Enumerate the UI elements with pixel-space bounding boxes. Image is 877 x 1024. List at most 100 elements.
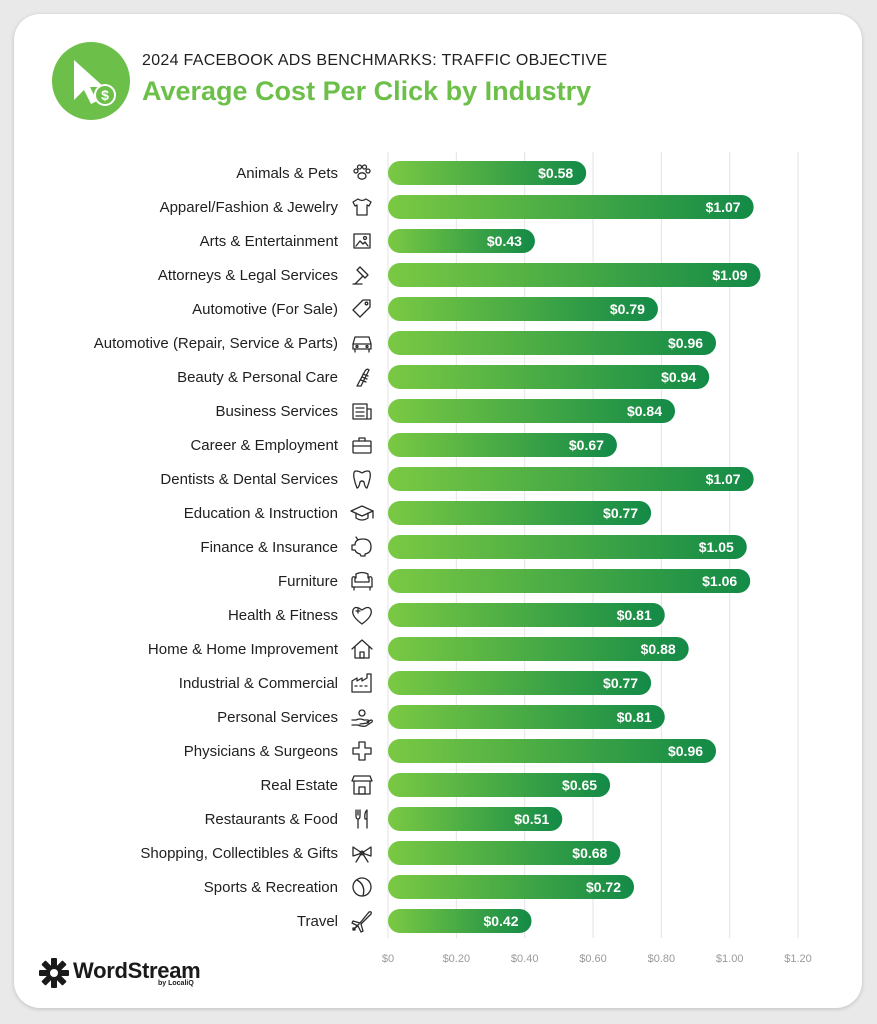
category-label: Automotive (For Sale) <box>192 301 338 318</box>
x-tick-label: $0.60 <box>579 953 607 965</box>
wordstream-logo: WordStream by LocaliQ <box>38 957 201 997</box>
bar <box>388 569 751 593</box>
bar <box>388 365 710 389</box>
picture-icon <box>353 233 371 249</box>
bar-value-label: $0.81 <box>617 607 652 623</box>
gift-bow-icon <box>352 846 372 863</box>
bar-value-label: $0.72 <box>586 879 621 895</box>
paw-icon <box>353 164 371 180</box>
piggy-bank-icon <box>351 536 372 557</box>
bar <box>388 909 532 933</box>
category-label: Health & Fitness <box>228 607 338 624</box>
bar <box>388 399 676 423</box>
category-label: Home & Home Improvement <box>148 641 339 658</box>
bar-value-label: $0.67 <box>569 437 604 453</box>
x-tick-label: $0 <box>382 953 394 965</box>
category-label: Furniture <box>278 573 338 590</box>
bar <box>388 501 652 525</box>
armchair-icon <box>351 571 373 591</box>
brand-sub: by LocaliQ <box>158 980 194 987</box>
x-tick-label: $0.20 <box>443 953 471 965</box>
bar-value-label: $0.94 <box>661 369 696 385</box>
category-label: Personal Services <box>217 709 338 726</box>
gavel-icon <box>352 266 369 285</box>
category-label: Finance & Insurance <box>200 539 338 556</box>
x-tick-label: $0.40 <box>511 953 539 965</box>
svg-text:$: $ <box>101 87 109 103</box>
category-label: Real Estate <box>260 777 338 794</box>
category-label: Sports & Recreation <box>204 879 338 896</box>
bar <box>388 671 652 695</box>
bar <box>388 535 747 559</box>
bar <box>388 637 689 661</box>
wordstream-mark-icon <box>39 958 69 988</box>
category-label: Business Services <box>215 403 338 420</box>
bar <box>388 875 635 899</box>
bar-value-label: $0.96 <box>668 743 703 759</box>
tooth-icon <box>353 470 371 489</box>
house-icon <box>351 639 373 659</box>
category-label: Animals & Pets <box>236 165 338 182</box>
category-label: Automotive (Repair, Service & Parts) <box>94 335 338 352</box>
category-label: Arts & Entertainment <box>200 233 339 250</box>
bar-value-label: $0.96 <box>668 335 703 351</box>
x-tick-label: $0.80 <box>648 953 676 965</box>
category-label: Physicians & Surgeons <box>184 743 338 760</box>
category-label: Industrial & Commercial <box>179 675 338 692</box>
tshirt-icon <box>352 198 372 216</box>
bar-value-label: $0.43 <box>487 233 522 249</box>
bar-value-label: $0.77 <box>603 675 638 691</box>
graduation-cap-icon <box>350 505 374 521</box>
category-label: Apparel/Fashion & Jewelry <box>160 199 339 216</box>
bar <box>388 331 717 355</box>
airplane-icon <box>351 911 372 933</box>
brand-name: WordStream <box>73 958 201 983</box>
fork-knife-icon <box>355 809 368 829</box>
x-tick-label: $1.00 <box>716 953 744 965</box>
category-label: Education & Instruction <box>184 505 338 522</box>
category-label: Travel <box>297 913 338 930</box>
category-label: Attorneys & Legal Services <box>158 267 338 284</box>
category-label: Beauty & Personal Care <box>177 369 338 386</box>
bar <box>388 195 754 219</box>
chart-title: Average Cost Per Click by Industry <box>142 76 592 106</box>
bar <box>388 603 665 627</box>
price-tag-icon <box>352 299 371 318</box>
bar-value-label: $0.81 <box>617 709 652 725</box>
bar-value-label: $0.42 <box>483 913 518 929</box>
hand-icon <box>351 709 373 727</box>
bar-value-label: $1.09 <box>712 267 747 283</box>
x-tick-label: $1.20 <box>784 953 812 965</box>
bar-value-label: $0.88 <box>641 641 676 657</box>
category-label: Dentists & Dental Services <box>160 471 338 488</box>
bar <box>388 161 587 185</box>
bar <box>388 807 563 831</box>
bar-value-label: $0.51 <box>514 811 549 827</box>
bar <box>388 841 621 865</box>
briefcase-icon <box>352 437 372 454</box>
bar <box>388 433 617 457</box>
car-icon <box>352 336 372 353</box>
chart-subtitle: 2024 FACEBOOK ADS BENCHMARKS: TRAFFIC OB… <box>142 52 608 69</box>
bar-value-label: $0.65 <box>562 777 597 793</box>
medical-cross-icon <box>352 741 372 761</box>
bar <box>388 773 611 797</box>
cursor-dollar-logo-icon: $ <box>52 42 130 120</box>
factory-icon <box>351 673 372 693</box>
bar-value-label: $0.77 <box>603 505 638 521</box>
bar-value-label: $1.07 <box>706 199 741 215</box>
category-label: Shopping, Collectibles & Gifts <box>140 845 338 862</box>
newspaper-icon <box>352 403 372 420</box>
ball-icon <box>352 877 372 897</box>
heart-icon <box>352 606 372 625</box>
storefront-icon <box>351 775 373 795</box>
bar <box>388 739 717 763</box>
bar-value-label: $0.68 <box>572 845 607 861</box>
bar-value-label: $0.84 <box>627 403 662 419</box>
category-label: Restaurants & Food <box>205 811 338 828</box>
bar-value-label: $1.05 <box>699 539 734 555</box>
bar-value-label: $1.06 <box>702 573 737 589</box>
bar-value-label: $1.07 <box>706 471 741 487</box>
bar-value-label: $0.79 <box>610 301 645 317</box>
